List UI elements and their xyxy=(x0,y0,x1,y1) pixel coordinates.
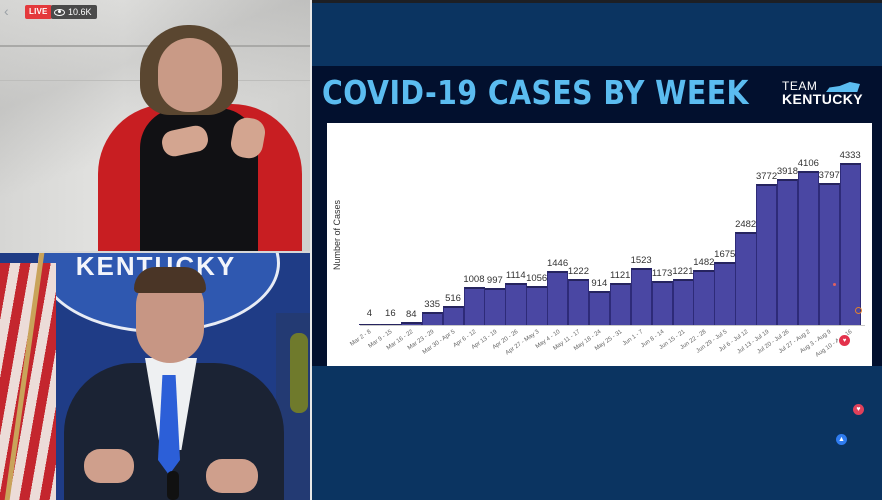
bar xyxy=(735,232,757,325)
bar-value-label: 4106 xyxy=(797,158,819,170)
bar-value-label: 1114 xyxy=(505,270,526,282)
heart-icon: ♥ xyxy=(838,334,851,347)
eye-icon xyxy=(54,8,65,16)
x-axis-line xyxy=(360,325,865,326)
bar xyxy=(672,279,694,325)
bar xyxy=(609,283,632,325)
bar xyxy=(463,287,485,325)
bar-value-label: 516 xyxy=(445,292,461,304)
bar xyxy=(777,178,799,325)
bar xyxy=(651,281,673,325)
slide-title: COVID-19 CASES BY WEEK xyxy=(322,73,749,112)
interpreter-face xyxy=(158,38,222,112)
panel-divider xyxy=(310,0,312,500)
thumbs-up-icon[interactable]: ▲ xyxy=(836,434,847,445)
kentucky-flag-emblem xyxy=(290,333,308,413)
bar xyxy=(630,268,653,325)
bar xyxy=(359,324,381,325)
bar-value-label: 1173 xyxy=(651,268,673,280)
brand-kentucky: KENTUCKY xyxy=(782,91,863,107)
bar-value-label: 3918 xyxy=(776,165,798,177)
bar-value-label: 1056 xyxy=(526,272,548,284)
interpreter-video-tile[interactable] xyxy=(0,0,310,251)
bar-value-label: 1008 xyxy=(463,274,485,286)
bar-value-label: 1523 xyxy=(630,255,652,267)
bar-value-label: 1222 xyxy=(567,266,589,278)
bar xyxy=(818,183,841,325)
team-kentucky-logo: TEAM KENTUCKY xyxy=(782,80,864,107)
bar-value-label: 84 xyxy=(405,308,417,320)
bar xyxy=(588,290,611,325)
speaker-hand xyxy=(84,449,134,483)
brand-team: TEAM xyxy=(782,79,818,93)
bar xyxy=(839,163,862,325)
bar-value-label: 1221 xyxy=(672,266,694,278)
bar-value-label: 2482 xyxy=(735,219,757,231)
bar xyxy=(421,312,444,325)
heart-icon[interactable]: ♥ xyxy=(853,404,864,415)
chevron-left-icon[interactable]: ‹ xyxy=(4,3,9,19)
bar-value-label: 3797 xyxy=(818,170,840,182)
bar xyxy=(568,279,590,325)
speaker-hair xyxy=(134,267,206,293)
bar xyxy=(526,285,548,325)
bar-value-label: 335 xyxy=(424,299,441,311)
tile-divider xyxy=(0,251,310,253)
bar xyxy=(693,269,715,325)
governor-video-tile[interactable]: KENTUCKY xyxy=(0,253,310,500)
y-axis-label: Number of Cases xyxy=(332,199,342,270)
bar xyxy=(714,262,736,325)
overlay-speck xyxy=(855,307,862,314)
bar-value-label: 1446 xyxy=(546,257,569,269)
bar-value-label: 4 xyxy=(366,308,373,319)
bar xyxy=(797,171,820,325)
speaker-hand xyxy=(206,459,258,493)
bar xyxy=(505,283,527,325)
bar-value-label: 997 xyxy=(486,274,503,286)
viewer-count: 10.6K xyxy=(68,7,92,17)
microphone xyxy=(167,471,179,500)
bar xyxy=(484,287,506,325)
bar xyxy=(547,270,569,325)
bar xyxy=(400,321,423,325)
bar-value-label: 16 xyxy=(385,308,396,319)
bar xyxy=(442,305,464,325)
bar-value-label: 1482 xyxy=(693,256,715,268)
bar-value-label: 3772 xyxy=(755,170,778,182)
us-flag xyxy=(0,263,56,500)
bar-value-label: 914 xyxy=(591,277,608,289)
viewer-count-badge: 10.6K xyxy=(51,5,97,19)
kentucky-state-icon xyxy=(826,82,860,92)
top-strip xyxy=(0,0,882,3)
live-badge: LIVE xyxy=(25,5,52,19)
bar-value-label: 1121 xyxy=(610,270,631,282)
bar xyxy=(379,324,402,325)
bar-value-label: 1675 xyxy=(714,249,736,261)
overlay-speck xyxy=(833,283,836,286)
bar xyxy=(756,183,778,325)
speaker-tie xyxy=(158,375,180,475)
bar-value-label: 4333 xyxy=(839,150,861,161)
